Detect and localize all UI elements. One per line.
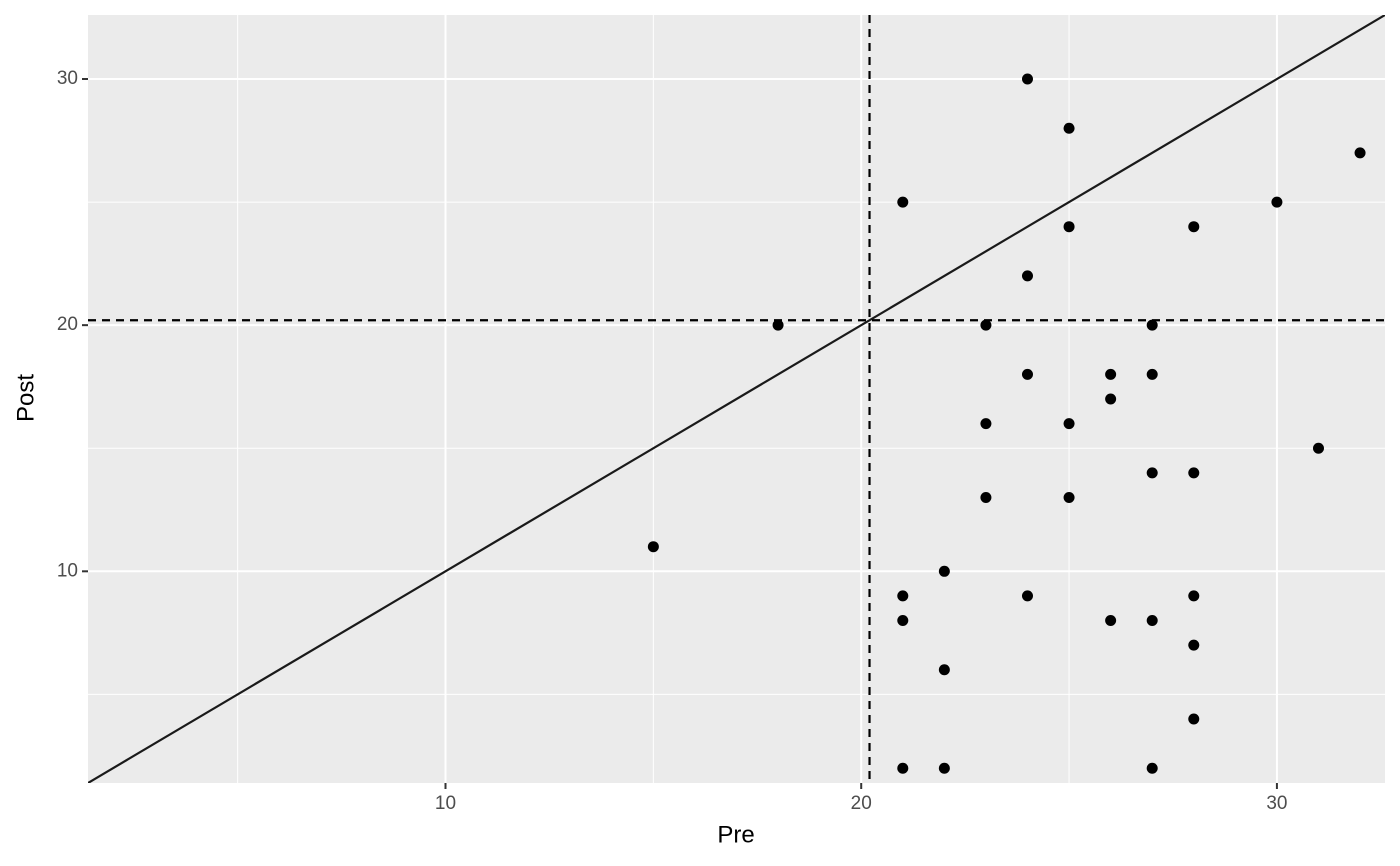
point [1021,590,1033,602]
point [1146,467,1158,479]
x-tick-label: 20 [851,793,872,814]
point [897,615,909,627]
axes: 10 20 30 10 20 30 [57,68,1288,814]
point [980,319,992,331]
plot-area [88,15,1385,783]
point [938,664,950,676]
point [772,319,784,331]
point [1105,368,1117,380]
y-tick-label: 30 [57,68,78,89]
point [1312,442,1324,454]
point [980,491,992,503]
point [1271,196,1283,208]
point [980,418,992,430]
point [1354,147,1366,159]
point [1146,368,1158,380]
point [897,196,909,208]
point [1188,221,1200,233]
point [1146,615,1158,627]
y-tick-label: 20 [57,314,78,335]
point [647,541,659,553]
point [1105,393,1117,405]
point [1105,615,1117,627]
point [1188,590,1200,602]
point [1188,713,1200,725]
x-axis-title: Pre [717,821,754,848]
point [1021,73,1033,85]
point [1021,368,1033,380]
point [938,565,950,577]
point [1063,221,1075,233]
x-tick-label: 10 [435,793,456,814]
point [938,762,950,774]
point [1021,270,1033,282]
point [1063,418,1075,430]
grid [88,15,1385,783]
y-axis-title: Post [12,374,39,422]
identity-line [88,15,1385,783]
point [897,590,909,602]
x-tick-label: 30 [1266,793,1287,814]
point [1063,491,1075,503]
point [1188,467,1200,479]
point [1146,319,1158,331]
point [1188,639,1200,651]
y-tick-label: 10 [57,560,78,581]
point [1063,122,1075,134]
point [897,762,909,774]
point [1146,762,1158,774]
